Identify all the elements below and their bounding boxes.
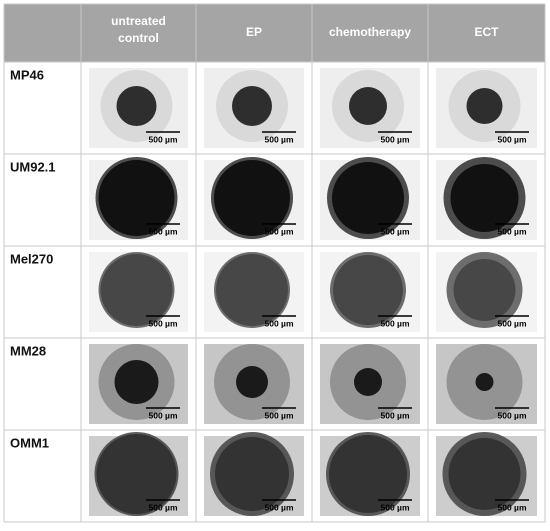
- column-header: ECT: [475, 25, 500, 39]
- spheroid-core: [329, 435, 407, 513]
- column-header: untreated control: [111, 14, 166, 45]
- spheroid-core: [333, 255, 403, 325]
- scale-label: 500 µm: [381, 410, 410, 420]
- spheroid-core: [96, 434, 177, 514]
- spheroid-core: [448, 438, 521, 510]
- scale-label: 500 µm: [381, 318, 410, 328]
- scale-label: 500 µm: [498, 318, 527, 328]
- scale-label: 500 µm: [149, 318, 178, 328]
- scale-label: 500 µm: [265, 134, 294, 144]
- scale-label: 500 µm: [381, 226, 410, 236]
- scale-label: 500 µm: [265, 502, 294, 512]
- spheroid-core: [214, 160, 290, 236]
- spheroid-core: [354, 368, 382, 396]
- spheroid-core: [98, 160, 175, 236]
- scale-label: 500 µm: [498, 410, 527, 420]
- spheroid-core: [349, 87, 387, 125]
- scale-label: 500 µm: [149, 502, 178, 512]
- scale-label: 500 µm: [498, 502, 527, 512]
- spheroid-core: [475, 373, 494, 391]
- spheroid-core: [332, 162, 404, 234]
- header-row: [4, 4, 545, 62]
- scale-label: 500 µm: [149, 410, 178, 420]
- spheroid-core: [453, 259, 516, 321]
- spheroid-core: [215, 437, 289, 511]
- spheroid-core: [100, 254, 173, 326]
- row-label: MP46: [10, 67, 44, 82]
- row-label: MM28: [10, 343, 46, 358]
- scale-label: 500 µm: [381, 502, 410, 512]
- spheroid-core: [236, 366, 268, 398]
- scale-label: 500 µm: [265, 226, 294, 236]
- spheroid-core: [232, 86, 272, 126]
- row-label: Mel270: [10, 251, 53, 266]
- spheroid-core: [450, 164, 519, 232]
- spheroid-core: [216, 254, 288, 326]
- column-header: chemotherapy: [329, 25, 411, 39]
- row-label: UM92.1: [10, 159, 56, 174]
- spheroid-core: [116, 86, 157, 126]
- scale-label: 500 µm: [265, 318, 294, 328]
- scale-label: 500 µm: [498, 226, 527, 236]
- scale-label: 500 µm: [381, 134, 410, 144]
- spheroid-core: [466, 88, 503, 124]
- scale-label: 500 µm: [498, 134, 527, 144]
- column-header: EP: [246, 25, 262, 39]
- scale-label: 500 µm: [149, 134, 178, 144]
- scale-label: 500 µm: [265, 410, 294, 420]
- spheroid-core: [114, 360, 159, 404]
- row-label: OMM1: [10, 435, 49, 450]
- scale-label: 500 µm: [149, 226, 178, 236]
